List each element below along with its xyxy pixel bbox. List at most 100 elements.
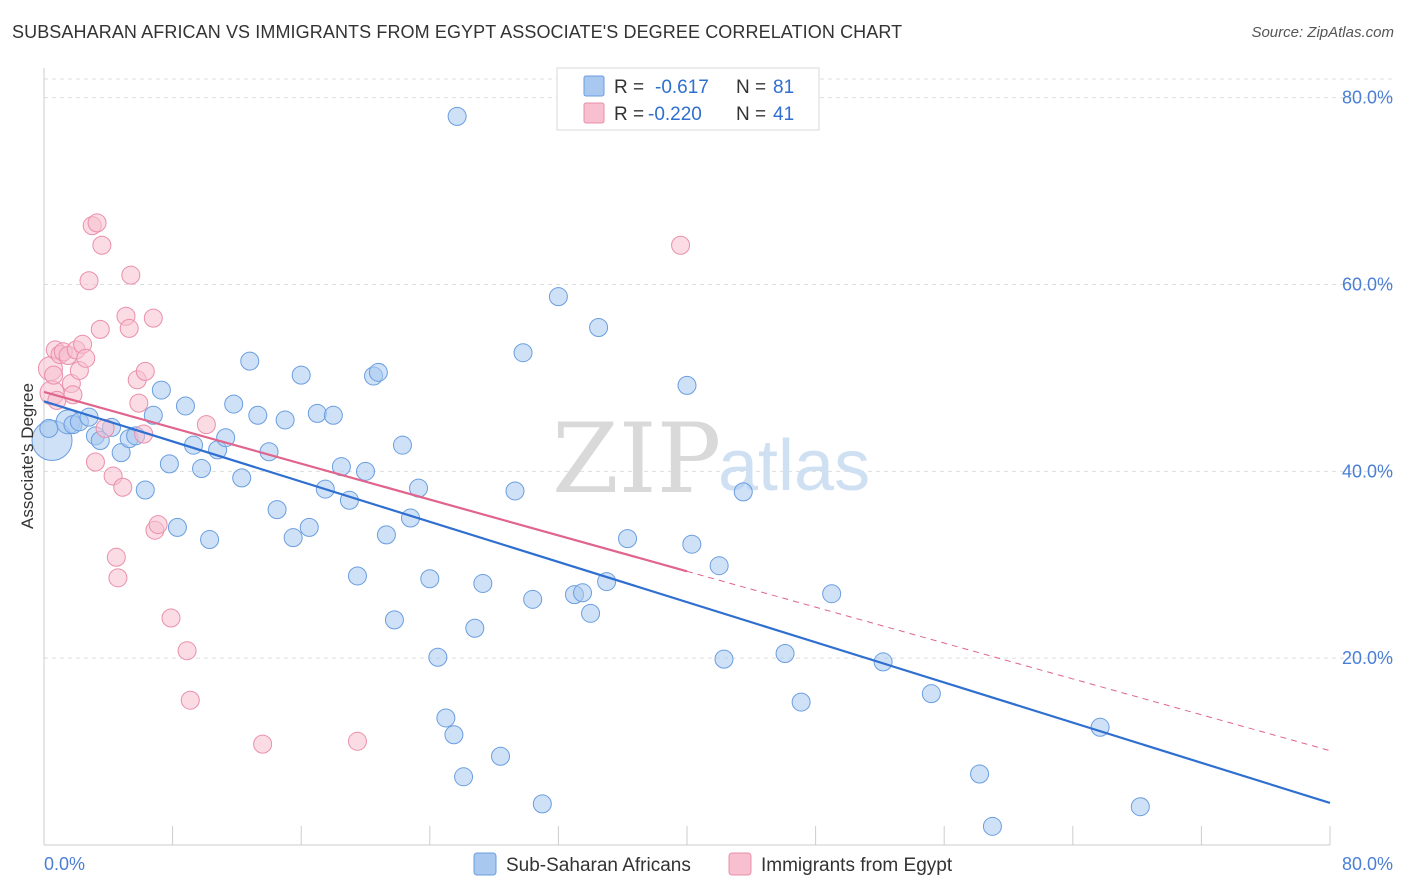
point-sub-saharan	[420, 569, 440, 589]
series-sub-saharan-points	[31, 106, 1150, 836]
stats-legend-pink-swatch	[583, 102, 605, 124]
point-sub-saharan	[323, 405, 343, 425]
point-egypt	[253, 734, 273, 754]
point-egypt	[129, 393, 149, 413]
point-sub-saharan	[307, 403, 327, 423]
point-sub-saharan	[921, 684, 941, 704]
point-sub-saharan	[733, 482, 753, 502]
point-sub-saharan	[791, 692, 811, 712]
point-sub-saharan	[581, 603, 601, 623]
stats-legend-r-value-1: -0.617	[655, 77, 709, 98]
point-sub-saharan	[175, 396, 195, 416]
point-sub-saharan	[873, 652, 893, 672]
point-egypt	[161, 608, 181, 628]
point-sub-saharan	[454, 767, 474, 787]
point-egypt	[76, 348, 96, 368]
point-sub-saharan	[714, 649, 734, 669]
point-sub-saharan	[444, 725, 464, 745]
point-egypt	[119, 318, 139, 338]
y-tick-label: 80.0%	[1342, 88, 1393, 108]
point-egypt	[347, 731, 367, 751]
point-sub-saharan	[151, 380, 171, 400]
point-sub-saharan	[491, 746, 511, 766]
point-sub-saharan	[248, 405, 268, 425]
point-egypt	[90, 319, 110, 339]
point-sub-saharan	[192, 459, 212, 479]
source-label: Source: ZipAtlas.com	[1251, 24, 1394, 41]
point-sub-saharan	[548, 287, 568, 307]
point-sub-saharan	[523, 589, 543, 609]
watermark-zip: ZIP	[552, 403, 721, 515]
point-sub-saharan	[677, 375, 697, 395]
point-sub-saharan	[224, 394, 244, 414]
point-sub-saharan	[465, 618, 485, 638]
point-sub-saharan	[428, 647, 448, 667]
point-sub-saharan	[159, 454, 179, 474]
point-sub-saharan	[392, 435, 412, 455]
point-egypt	[196, 415, 216, 435]
point-egypt	[85, 452, 105, 472]
point-sub-saharan	[167, 517, 187, 537]
bottom-legend: Sub-Saharan Africans Immigrants from Egy…	[473, 852, 953, 876]
point-sub-saharan	[240, 351, 260, 371]
point-sub-saharan	[143, 405, 163, 425]
point-egypt	[79, 271, 99, 291]
y-tick-labels: 20.0% 40.0% 60.0% 80.0%	[1342, 88, 1393, 668]
stats-legend-n-label-1: N =	[736, 77, 766, 98]
stats-legend: R = -0.617 N = 81 R = -0.220 N = 41	[556, 67, 820, 131]
point-sub-saharan	[532, 794, 552, 814]
point-sub-saharan	[259, 442, 279, 462]
legend-label-sub-saharan: Sub-Saharan Africans	[506, 855, 691, 876]
point-sub-saharan	[970, 764, 990, 784]
point-sub-saharan	[573, 583, 593, 603]
point-sub-saharan	[384, 610, 404, 630]
stats-legend-r-label-1: R =	[614, 77, 644, 98]
point-sub-saharan	[135, 480, 155, 500]
point-sub-saharan	[283, 528, 303, 548]
stats-legend-r-label-2: R =	[614, 104, 644, 125]
point-sub-saharan	[356, 461, 375, 481]
point-sub-saharan	[597, 572, 617, 592]
point-egypt	[121, 265, 141, 285]
watermark: ZIP atlas	[552, 403, 870, 515]
point-sub-saharan	[618, 529, 638, 549]
point-sub-saharan	[299, 517, 319, 537]
point-egypt	[113, 477, 133, 497]
stats-legend-r-value-2: -0.220	[648, 104, 702, 125]
point-sub-saharan	[39, 418, 59, 438]
point-egypt	[180, 690, 200, 710]
point-sub-saharan	[822, 584, 842, 604]
point-egypt	[135, 361, 155, 381]
point-egypt	[108, 568, 128, 588]
point-sub-saharan	[505, 481, 525, 501]
point-sub-saharan	[589, 317, 609, 337]
x-ticks	[43, 826, 1331, 845]
point-sub-saharan	[513, 343, 533, 363]
point-egypt	[87, 213, 107, 233]
point-sub-saharan	[682, 534, 702, 554]
point-sub-saharan	[473, 573, 493, 593]
point-sub-saharan	[1130, 797, 1150, 817]
series-egypt-points	[37, 213, 691, 754]
point-sub-saharan	[368, 362, 388, 382]
y-tick-label: 20.0%	[1342, 648, 1393, 668]
point-egypt	[143, 308, 163, 328]
point-egypt	[106, 547, 126, 567]
point-sub-saharan	[775, 644, 795, 663]
point-egypt	[44, 365, 64, 385]
point-egypt	[177, 641, 197, 661]
point-sub-saharan	[275, 410, 295, 430]
trendline-egypt-extension	[686, 570, 1331, 752]
x-tick-label-max: 80.0%	[1342, 854, 1393, 874]
point-sub-saharan	[982, 816, 1002, 836]
x-tick-label-min: 0.0%	[44, 854, 85, 874]
point-sub-saharan	[200, 530, 220, 550]
point-sub-saharan	[291, 365, 311, 385]
point-sub-saharan	[709, 556, 729, 576]
trendline-egypt	[43, 390, 688, 573]
stats-legend-blue-swatch	[583, 75, 605, 97]
trendlines	[43, 390, 1331, 805]
point-sub-saharan	[376, 525, 396, 545]
y-tick-label: 60.0%	[1342, 275, 1393, 295]
